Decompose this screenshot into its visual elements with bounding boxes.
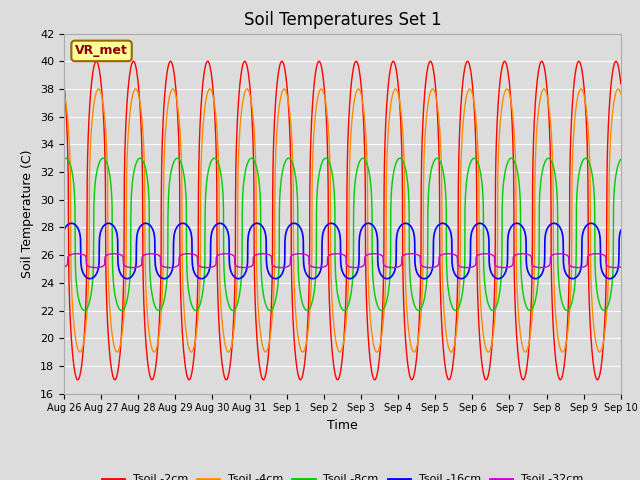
Tsoil -16cm	[60, 228, 68, 233]
Tsoil -4cm	[60, 91, 68, 96]
Tsoil -32cm	[606, 264, 614, 270]
Tsoil -32cm	[60, 264, 68, 270]
Tsoil -16cm	[274, 276, 282, 281]
Tsoil -4cm	[614, 86, 622, 92]
Tsoil -2cm	[546, 141, 554, 147]
Tsoil -16cm	[617, 228, 625, 233]
Tsoil -4cm	[617, 91, 625, 96]
Tsoil -8cm	[274, 284, 282, 289]
Tsoil -8cm	[60, 156, 68, 162]
Tsoil -32cm	[157, 262, 164, 267]
Y-axis label: Soil Temperature (C): Soil Temperature (C)	[22, 149, 35, 278]
Tsoil -2cm	[612, 59, 620, 64]
Tsoil -4cm	[124, 141, 132, 146]
Tsoil -4cm	[606, 145, 614, 151]
Tsoil -4cm	[546, 114, 554, 120]
Tsoil -16cm	[68, 220, 76, 226]
Tsoil -2cm	[124, 91, 132, 96]
Tsoil -32cm	[617, 264, 625, 270]
Tsoil -8cm	[298, 298, 306, 304]
Tsoil -8cm	[124, 294, 132, 300]
Line: Tsoil -32cm: Tsoil -32cm	[64, 254, 621, 267]
Tsoil -8cm	[62, 156, 70, 161]
Tsoil -8cm	[546, 156, 554, 162]
Tsoil -2cm	[606, 94, 614, 99]
Line: Tsoil -16cm: Tsoil -16cm	[64, 223, 621, 279]
Tsoil -4cm	[76, 349, 84, 355]
Tsoil -8cm	[600, 308, 608, 313]
Tsoil -32cm	[274, 264, 282, 270]
Tsoil -16cm	[606, 276, 614, 282]
Tsoil -8cm	[606, 294, 614, 300]
Line: Tsoil -2cm: Tsoil -2cm	[64, 61, 621, 380]
Tsoil -8cm	[157, 306, 164, 312]
Text: VR_met: VR_met	[75, 44, 128, 58]
X-axis label: Time: Time	[327, 419, 358, 432]
Tsoil -16cm	[546, 222, 554, 228]
Tsoil -2cm	[157, 278, 164, 284]
Tsoil -2cm	[298, 375, 306, 381]
Tsoil -16cm	[157, 275, 164, 280]
Tsoil -4cm	[298, 348, 306, 354]
Tsoil -16cm	[298, 228, 306, 234]
Tsoil -4cm	[157, 316, 164, 322]
Title: Soil Temperatures Set 1: Soil Temperatures Set 1	[244, 11, 441, 29]
Line: Tsoil -8cm: Tsoil -8cm	[64, 158, 621, 311]
Legend: Tsoil -2cm, Tsoil -4cm, Tsoil -8cm, Tsoil -16cm, Tsoil -32cm: Tsoil -2cm, Tsoil -4cm, Tsoil -8cm, Tsoi…	[97, 470, 588, 480]
Tsoil -32cm	[546, 261, 554, 267]
Tsoil -4cm	[274, 118, 282, 123]
Tsoil -32cm	[124, 264, 132, 270]
Tsoil -2cm	[60, 81, 68, 86]
Tsoil -16cm	[124, 276, 132, 282]
Tsoil -8cm	[617, 156, 625, 162]
Tsoil -32cm	[298, 251, 306, 257]
Tsoil -2cm	[274, 75, 282, 81]
Tsoil -2cm	[74, 377, 81, 383]
Tsoil -16cm	[606, 276, 614, 282]
Tsoil -32cm	[611, 264, 619, 270]
Line: Tsoil -4cm: Tsoil -4cm	[64, 89, 621, 352]
Tsoil -32cm	[73, 251, 81, 257]
Tsoil -2cm	[617, 81, 625, 86]
